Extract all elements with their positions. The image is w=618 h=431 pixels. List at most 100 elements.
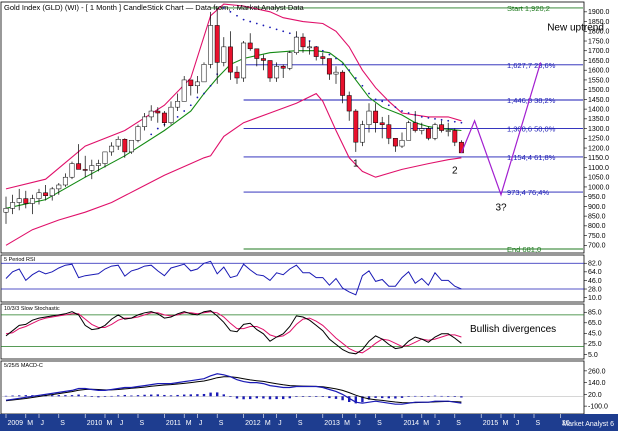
x-tick-label: J bbox=[357, 420, 361, 427]
rsi-y-tick-label: 10.0 bbox=[588, 295, 602, 302]
rsi-line bbox=[5, 260, 462, 296]
x-tick-label: 2013 bbox=[324, 420, 340, 427]
psar-dot bbox=[183, 110, 186, 112]
fib-level-label: 973,4 76,4% bbox=[507, 188, 549, 197]
stochastic-panel-frame bbox=[0, 303, 585, 360]
macd-histogram-bar bbox=[64, 395, 67, 397]
macd-histogram-bar bbox=[4, 395, 8, 397]
stochastic-panel: Bullish divergences bbox=[1, 310, 584, 355]
candle-body bbox=[280, 66, 286, 69]
candle-body bbox=[452, 130, 458, 143]
candle-body bbox=[326, 58, 332, 75]
macd-histogram-bar bbox=[57, 395, 60, 397]
price-y-tick-label: 800.0 bbox=[588, 223, 606, 230]
macd-histogram-bar bbox=[387, 396, 390, 399]
x-tick-label: S bbox=[219, 420, 224, 427]
rsi-y-tick-label: 64.0 bbox=[588, 269, 602, 276]
psar-dot bbox=[242, 18, 245, 21]
psar-dot bbox=[255, 22, 258, 25]
x-tick-label: 2010 bbox=[87, 420, 103, 427]
candle-body bbox=[359, 124, 365, 143]
candle-body bbox=[155, 110, 161, 114]
macd-histogram-bar bbox=[11, 395, 14, 397]
rsi-panel bbox=[1, 260, 584, 296]
macd-histogram-bar bbox=[301, 396, 305, 397]
macd-histogram-bar bbox=[163, 394, 166, 397]
psar-dot bbox=[440, 118, 443, 121]
fib-level-label: 1,627,7 23,6% bbox=[507, 61, 556, 70]
psar-dot bbox=[288, 32, 291, 35]
x-axis-labels: 2009 M J S 2010 M J S 2011 M J S 2012 M J S 2013 M J S 2014 M… bbox=[5, 414, 570, 427]
macd-histogram-bar bbox=[84, 395, 87, 397]
macd-histogram-bar bbox=[460, 396, 463, 398]
candle-body bbox=[419, 128, 425, 131]
price-y-tick-label: 1800.0 bbox=[588, 29, 610, 36]
candle-body bbox=[89, 165, 95, 171]
macd-panel bbox=[1, 373, 584, 405]
macd-histogram-bar bbox=[130, 395, 133, 397]
macd-y-tick-label: 20.0 bbox=[588, 392, 602, 399]
x-tick-label: S bbox=[536, 420, 541, 427]
macd-histogram-bar bbox=[90, 396, 93, 397]
rsi-panel-title: 5 Period RSI bbox=[4, 257, 36, 263]
candle-body bbox=[373, 110, 379, 123]
price-y-tick-label: 1300.0 bbox=[588, 126, 610, 133]
candle-body bbox=[76, 163, 82, 170]
fib-level-label: End 681,0 bbox=[507, 245, 541, 254]
psar-dot bbox=[262, 24, 265, 27]
x-tick-label: M bbox=[186, 420, 192, 427]
x-tick-label: M bbox=[503, 420, 509, 427]
candle-body bbox=[353, 110, 359, 143]
macd-histogram-bar bbox=[420, 396, 423, 397]
macd-y-tick-label: -100.0 bbox=[588, 404, 608, 411]
price-y-tick-label: 1150.0 bbox=[588, 155, 609, 162]
price-y-tick-label: 1050.0 bbox=[588, 175, 610, 182]
candle-body bbox=[399, 139, 405, 147]
macd-histogram-bar bbox=[268, 396, 272, 400]
x-tick-label: M bbox=[344, 420, 350, 427]
candle-body bbox=[287, 52, 293, 69]
psar-dot bbox=[434, 117, 436, 120]
macd-histogram-bar bbox=[407, 396, 410, 397]
price-y-tick-label: 1200.0 bbox=[588, 145, 610, 152]
psar-dot bbox=[453, 120, 456, 123]
macd-histogram-bar bbox=[216, 392, 219, 397]
macd-histogram-bar bbox=[328, 396, 331, 399]
macd-histogram-bar bbox=[367, 396, 371, 400]
psar-dot bbox=[189, 104, 192, 107]
x-tick-label: 2015 bbox=[483, 420, 499, 427]
candle-body bbox=[293, 36, 299, 53]
candle-body bbox=[16, 198, 22, 203]
macd-histogram-bar bbox=[196, 394, 199, 397]
candle-body bbox=[102, 151, 108, 164]
macd-signal-line bbox=[5, 376, 462, 404]
stochastic-y-tick-label: 85.0 bbox=[588, 310, 602, 317]
psar-dot bbox=[381, 100, 384, 103]
candle-body bbox=[221, 46, 227, 63]
candle-body bbox=[142, 116, 148, 127]
y-axis-layer: 700.0 750.0 800.0 850.0 900.0 950.0 1000.0 1050… bbox=[584, 9, 610, 411]
x-tick-label: J bbox=[41, 420, 45, 427]
macd-histogram-bar bbox=[183, 394, 186, 397]
price-y-tick-label: 1100.0 bbox=[588, 165, 609, 172]
candle-body bbox=[43, 192, 49, 196]
macd-histogram-bar bbox=[110, 395, 113, 397]
psar-dot bbox=[447, 119, 450, 122]
x-tick-label: 2011 bbox=[166, 420, 181, 427]
psar-dot bbox=[209, 84, 212, 87]
x-tick-label: J bbox=[516, 420, 520, 427]
candle-body bbox=[62, 176, 68, 186]
x-axis-band bbox=[0, 414, 618, 431]
macd-histogram-bar bbox=[24, 395, 27, 397]
macd-histogram-bar bbox=[447, 396, 450, 397]
x-tick-label: 2012 bbox=[245, 420, 261, 427]
candle-body bbox=[109, 145, 115, 153]
fib-level-label: 1,300,6 50,0% bbox=[507, 124, 556, 133]
price-y-tick-label: 1400.0 bbox=[588, 107, 610, 114]
psar-dot bbox=[427, 116, 430, 119]
x-tick-label: J bbox=[278, 420, 282, 427]
macd-histogram-bar bbox=[354, 396, 357, 404]
macd-histogram-bar bbox=[169, 395, 173, 397]
macd-histogram-bar bbox=[189, 394, 192, 397]
